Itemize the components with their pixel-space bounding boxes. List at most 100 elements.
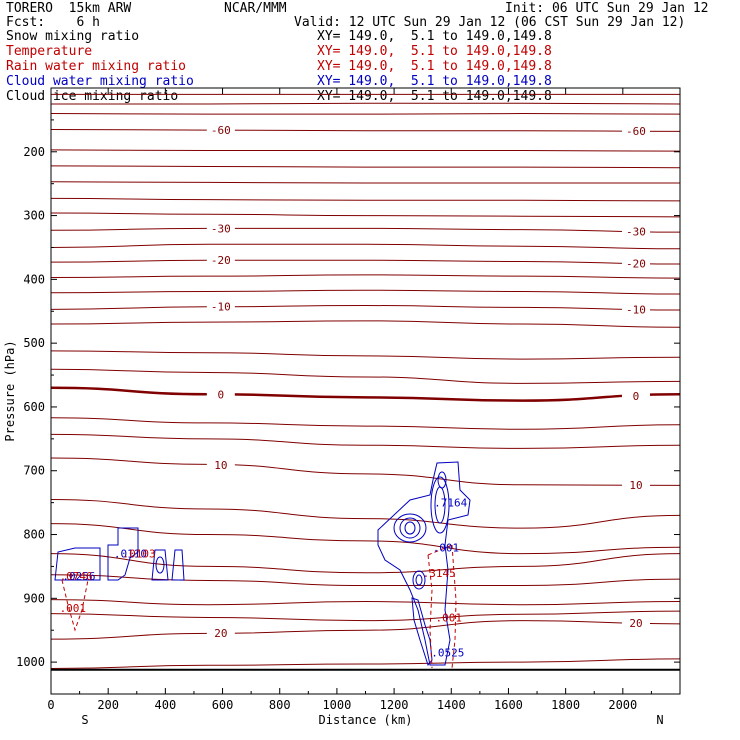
temperature-contour (50, 113, 681, 115)
temperature-contour (50, 212, 681, 218)
y-tick-label: 200 (23, 145, 45, 159)
hydrometeor-contours (54, 461, 471, 669)
rain-water-outline-east-c (427, 544, 453, 556)
temperature-contour (50, 320, 681, 328)
contour-value-label: .0525 (431, 647, 464, 660)
contour-label-bg (206, 627, 235, 640)
x-tick-label: 1000 (322, 698, 351, 712)
contour-label-bg (621, 616, 650, 629)
contour-label-bg (206, 222, 235, 235)
y-tick-label: 700 (23, 464, 45, 478)
contour-value-label: .0110 (114, 548, 147, 561)
temperature-contour (50, 181, 680, 184)
cloud-water-core-8 (415, 574, 423, 586)
cloud-water-outline-west-5 (171, 549, 185, 581)
contour-label: -60 (211, 124, 231, 137)
contour-label: -20 (211, 254, 231, 267)
temperature-contour (50, 350, 681, 360)
field-xy-temperature: XY= 149.0, 5.1 to 149.0,149.8 (317, 44, 552, 59)
cloud-water-core-1 (393, 513, 427, 543)
temperature-contour (50, 417, 681, 430)
contour-label-bg (621, 125, 650, 138)
temperature-contour (50, 386, 681, 402)
temperature-contour (50, 274, 681, 279)
field-xy-rain: XY= 149.0, 5.1 to 149.0,149.8 (317, 59, 552, 74)
contour-label: -20 (626, 257, 646, 270)
x-tick-label: 1600 (494, 698, 523, 712)
temperature-contour (50, 149, 681, 152)
x-end-label-right: N (656, 713, 663, 727)
temperature-contour (50, 305, 681, 311)
contour-label-bg (621, 479, 650, 492)
temperature-contour (50, 658, 681, 669)
cloud-water-outline-west-3 (151, 549, 169, 581)
contour-label-bg (206, 388, 235, 401)
x-tick-label: 600 (212, 698, 234, 712)
field-label-snow: Snow mixing ratio (6, 29, 140, 44)
temperature-contours: -60 -60 -30 -30 -20 -20 -10 -10 0 0 10 10 20 20 (50, 93, 681, 671)
temperature-contour (51, 102, 681, 105)
model-title: TORERO 15km ARW (6, 1, 132, 16)
cloud-water-core-7 (412, 570, 426, 590)
contour-value-label: .0746 (60, 570, 93, 583)
cloud-water-outline-west-2 (107, 527, 139, 581)
contour-label: 10 (214, 459, 227, 472)
temperature-contour (50, 457, 681, 486)
cloud-water-core-6 (437, 471, 447, 489)
x-tick-label: 1800 (551, 698, 580, 712)
x-axis-label: Distance (km) (319, 713, 413, 727)
contour-label: 20 (629, 617, 642, 630)
y-tick-label: 500 (23, 336, 45, 350)
contour-label: 0 (633, 390, 640, 403)
field-label-cloud-ice: Cloud ice mixing ratio (6, 89, 179, 104)
x-tick-label: 1400 (437, 698, 466, 712)
cloud-water-contours-west (54, 527, 185, 581)
valid-time: Valid: 12 UTC Sun 29 Jan 12 (06 CST Sun … (294, 15, 686, 30)
x-end-label-left: S (81, 713, 88, 727)
temperature-contour (50, 227, 681, 233)
contour-value-label: .0103 (122, 548, 155, 561)
temperature-contour (50, 574, 681, 587)
temperature-contour (50, 243, 681, 250)
contour-label: -30 (626, 225, 646, 238)
contour-label: 20 (214, 627, 227, 640)
temperature-contour (50, 165, 681, 169)
cloud-water-outline-west-4 (155, 556, 165, 574)
cloud-water-core-3 (404, 521, 416, 535)
temperature-contour (50, 610, 681, 622)
temperature-contour (50, 259, 681, 265)
x-tick-label: 200 (97, 698, 119, 712)
contour-label: -60 (626, 125, 646, 138)
y-axis-label: Pressure (hPa) (3, 340, 17, 441)
y-tick-label: 600 (23, 400, 45, 414)
field-xy-cloud-ice: XY= 149.0, 5.1 to 149.0,149.8 (317, 89, 552, 104)
temperature-contour (50, 620, 681, 640)
contour-label: -30 (211, 222, 231, 235)
x-tick-label: 400 (155, 698, 177, 712)
temperature-contour (50, 498, 681, 529)
contour-label-bg (206, 254, 235, 267)
rain-water-contours-west (61, 579, 89, 632)
org-title: NCAR/MMM (224, 1, 287, 16)
y-tick-label: 900 (23, 591, 45, 605)
rain-water-outline-east-a (427, 554, 433, 669)
contour-value-label: .001 (433, 541, 460, 554)
field-label-cloud-water: Cloud water mixing ratio (6, 74, 194, 89)
contour-label-bg (206, 300, 235, 313)
temperature-contour (50, 128, 681, 132)
cloud-water-outline-west-1 (54, 547, 101, 581)
contour-label: 10 (629, 479, 642, 492)
contour-value-label: .7164 (434, 497, 467, 510)
y-tick-label: 400 (23, 272, 45, 286)
contour-label-bg (206, 459, 235, 472)
contour-label-bg (621, 225, 650, 238)
forecast-hour: Fcst: 6 h (6, 15, 100, 30)
cloud-water-core-2 (399, 517, 421, 539)
contour-label: -10 (626, 303, 646, 316)
y-tick-label: 800 (23, 528, 45, 542)
field-label-rain: Rain water mixing ratio (6, 59, 187, 74)
init-time: Init: 06 UTC Sun 29 Jan 12 (505, 1, 709, 16)
cloud-water-core-4 (430, 476, 450, 534)
contour-label: -10 (211, 301, 231, 314)
